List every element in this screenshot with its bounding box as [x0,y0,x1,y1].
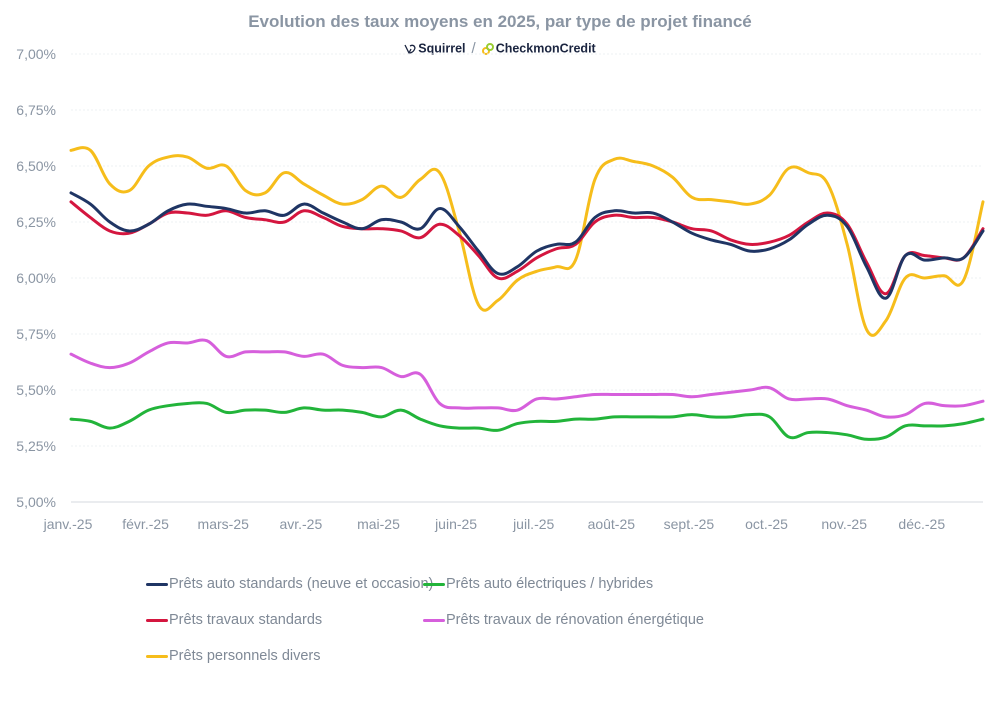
series-line-3 [69,338,985,419]
series-lines [69,146,985,441]
y-tick-label: 5,25% [16,438,56,454]
y-tick-label: 5,50% [16,382,56,398]
x-tick-label: déc.-25 [898,516,945,532]
series-line-4 [69,146,985,337]
y-tick-label: 5,75% [16,326,56,342]
x-tick-label: févr.-25 [122,516,169,532]
x-tick-label: mai-25 [357,516,400,532]
x-tick-label: mars-25 [198,516,250,532]
line-chart: 5,00% 5,25% 5,50% 5,75% 6,00% 6,25% 6,50% 6,75%… [16,46,985,532]
x-tick-label: janv.-25 [43,516,93,532]
y-axis-ticks: 5,00% 5,25% 5,50% 5,75% 6,00% 6,25% 6,50% 6,75%… [16,46,56,510]
x-tick-label: nov.-25 [821,516,867,532]
legend-label: Prêts travaux de rénovation énergétique [446,612,704,628]
logo-separator: / [471,40,476,57]
y-tick-label: 5,00% [16,494,56,510]
x-axis-ticks: janv.-25 févr.-25 mars-25 avr.-25 mai-25 juin… [43,516,946,532]
legend-item-personnels-divers[interactable]: Prêts personnels divers [146,648,321,664]
series-line-0 [69,191,985,300]
legend-item-auto-standards[interactable]: Prêts auto standards (neuve et occasion) [146,576,433,592]
legend-swatch-icon [146,618,168,622]
squirrel-logo-text: Squirrel [418,41,466,56]
x-tick-label: oct.-25 [745,516,788,532]
y-tick-label: 7,00% [16,46,56,62]
chart-title: Evolution des taux moyens en 2025, par t… [248,12,752,31]
y-tick-label: 6,50% [16,158,56,174]
x-tick-label: avr.-25 [279,516,322,532]
legend-item-auto-electriques[interactable]: Prêts auto électriques / hybrides [423,576,653,592]
squirrel-logo-icon [404,43,416,55]
x-tick-label: juin-25 [434,516,477,532]
legend-label: Prêts auto standards (neuve et occasion) [169,576,434,592]
legend-label: Prêts personnels divers [169,648,321,664]
legend-item-travaux-standards[interactable]: Prêts travaux standards [146,612,322,628]
logos: Squirrel / CheckmonCredit [0,40,1000,57]
y-tick-label: 6,25% [16,214,56,230]
legend-swatch-icon [146,582,168,586]
legend-label: Prêts auto électriques / hybrides [446,576,654,592]
legend-label: Prêts travaux standards [169,612,323,628]
legend-item-travaux-renovation[interactable]: Prêts travaux de rénovation énergétique [423,612,704,628]
x-tick-label: août-25 [588,516,636,532]
x-tick-label: sept.-25 [664,516,715,532]
y-tick-label: 6,00% [16,270,56,286]
checkmoncredit-logo-text: CheckmonCredit [495,41,596,56]
y-tick-label: 6,75% [16,102,56,118]
legend-swatch-icon [423,582,445,586]
legend-swatch-icon [423,618,445,622]
series-line-1 [69,401,985,441]
legend-swatch-icon [146,654,168,658]
checkmoncredit-logo-icon [481,42,494,55]
x-tick-label: juil.-25 [512,516,554,532]
grid-lines [71,53,983,503]
series-line-2 [69,200,985,296]
